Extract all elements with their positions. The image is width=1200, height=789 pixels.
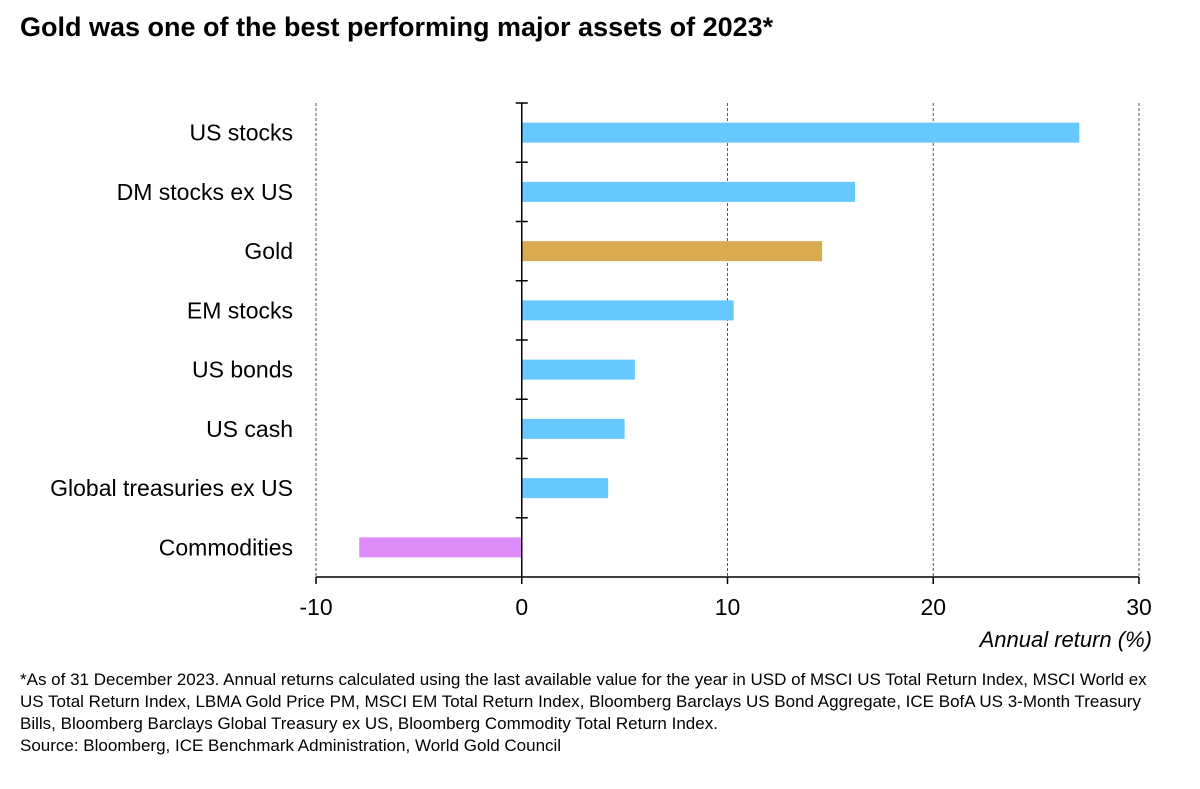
footnote-source: Source: Bloomberg, ICE Benchmark Adminis… xyxy=(20,736,562,755)
bar xyxy=(521,418,625,439)
bar xyxy=(521,359,635,380)
chart-title: Gold was one of the best performing majo… xyxy=(20,12,774,42)
bars xyxy=(359,122,1080,558)
bar xyxy=(521,241,823,262)
x-axis-title: Annual return (%) xyxy=(978,627,1152,652)
axes xyxy=(315,102,1140,584)
footnote-note: *As of 31 December 2023. Annual returns … xyxy=(20,670,1147,733)
x-tick-label: -10 xyxy=(299,594,332,620)
category-label: Gold xyxy=(244,238,293,264)
x-tick-label: 0 xyxy=(515,594,528,620)
category-label: Global treasuries ex US xyxy=(50,475,293,501)
bar xyxy=(521,122,1080,143)
bar xyxy=(521,300,734,321)
labels: US stocks DM stocks ex US Gold EM stocks US … xyxy=(50,120,1152,620)
category-label: US bonds xyxy=(192,357,293,383)
bar xyxy=(521,478,609,499)
category-label: US cash xyxy=(206,416,293,442)
x-tick-label: 10 xyxy=(715,594,741,620)
footnote: *As of 31 December 2023. Annual returns … xyxy=(20,669,1170,757)
category-label: EM stocks xyxy=(187,297,293,323)
category-label: Commodities xyxy=(159,534,293,560)
category-label: US stocks xyxy=(189,120,293,146)
bar-chart: US stocks DM stocks ex US Gold EM stocks US … xyxy=(50,102,1152,652)
bar xyxy=(359,537,522,558)
x-tick-label: 30 xyxy=(1126,594,1152,620)
bar xyxy=(521,181,856,202)
category-label: DM stocks ex US xyxy=(117,179,293,205)
gridlines xyxy=(315,103,1140,577)
x-tick-label: 20 xyxy=(920,594,946,620)
